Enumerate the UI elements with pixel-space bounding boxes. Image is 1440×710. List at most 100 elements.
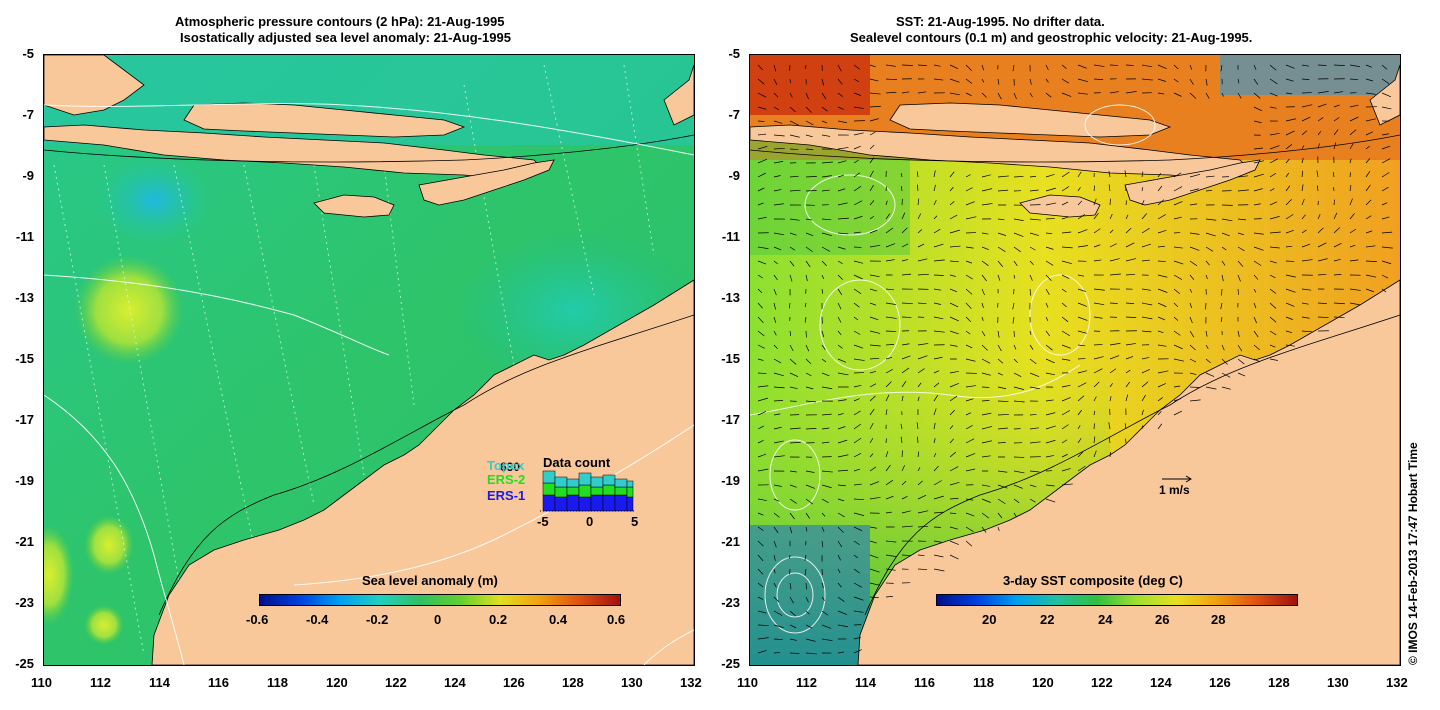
velocity-arrow [917, 302, 927, 305]
velocity-arrow [1077, 274, 1085, 277]
velocity-arrow [757, 358, 764, 361]
velocity-arrow [789, 274, 793, 282]
velocity-arrow [1141, 227, 1150, 234]
velocity-arrow [1109, 355, 1120, 360]
velocity-arrow [1253, 232, 1264, 235]
velocity-arrow [773, 426, 782, 430]
velocity-arrow [901, 395, 904, 402]
velocity-arrow [1301, 145, 1305, 150]
y-tick: -19 [15, 473, 34, 488]
velocity-arrow [1093, 228, 1101, 234]
velocity-arrow [773, 246, 782, 251]
velocity-arrow [885, 316, 897, 319]
velocity-arrow [1205, 92, 1210, 99]
velocity-arrow [885, 554, 897, 557]
velocity-arrow [965, 78, 973, 84]
velocity-arrow [805, 260, 811, 268]
velocity-arrow [1189, 246, 1200, 251]
velocity-arrow [1301, 288, 1312, 291]
velocity-arrow [981, 274, 987, 282]
velocity-arrow [997, 260, 1004, 268]
velocity-arrow [1061, 468, 1071, 472]
velocity-arrow [789, 372, 799, 378]
velocity-arrow [869, 408, 875, 416]
left-title-line1: Atmospheric pressure contours (2 hPa): 2… [175, 14, 505, 29]
velocity-arrow [789, 120, 799, 126]
velocity-arrow [1173, 216, 1182, 220]
velocity-arrow [789, 427, 801, 430]
velocity-arrow [1221, 92, 1224, 97]
velocity-arrow [821, 470, 833, 473]
velocity-arrow [869, 274, 880, 278]
velocity-arrow [1332, 171, 1335, 178]
velocity-arrow [1029, 484, 1037, 488]
velocity-arrow [789, 386, 798, 390]
velocity-arrow [1013, 400, 1025, 403]
velocity-arrow [1349, 198, 1353, 206]
y-tick: -13 [721, 290, 740, 305]
velocity-arrow [1301, 104, 1313, 108]
velocity-arrow [997, 218, 1005, 221]
velocity-arrow [869, 170, 874, 178]
velocity-arrow [933, 184, 936, 192]
velocity-arrow [981, 246, 989, 250]
velocity-arrow [1125, 302, 1135, 304]
velocity-arrow [773, 568, 776, 574]
velocity-arrow [1109, 302, 1118, 304]
velocity-arrow [917, 273, 929, 276]
velocity-arrow [1124, 423, 1127, 430]
velocity-arrow [1205, 260, 1210, 266]
left-colorbar-tick: -0.6 [246, 612, 269, 627]
velocity-arrow [1285, 118, 1296, 122]
velocity-arrow [981, 330, 986, 337]
velocity-arrow [1045, 260, 1054, 266]
velocity-arrow [1269, 78, 1278, 85]
velocity-arrow [837, 92, 843, 97]
velocity-arrow [837, 526, 844, 533]
velocity-arrow [1285, 199, 1292, 206]
legend-item-ers1: ERS-1 [487, 488, 526, 503]
velocity-arrow [869, 568, 880, 573]
left-map [43, 54, 695, 666]
velocity-arrow [965, 216, 977, 220]
velocity-arrow [773, 161, 784, 164]
velocity-arrow [1365, 260, 1377, 262]
velocity-arrow [1221, 372, 1231, 378]
velocity-arrow [805, 120, 814, 126]
velocity-arrow [1205, 246, 1214, 252]
velocity-arrow [965, 274, 973, 280]
velocity-arrow [965, 412, 972, 416]
velocity-arrow [757, 202, 764, 206]
velocity-arrow [789, 484, 797, 488]
velocity-arrow [1173, 260, 1184, 265]
velocity-arrow [1061, 330, 1070, 336]
velocity-arrow [1301, 157, 1304, 164]
velocity-arrow [933, 330, 945, 333]
velocity-arrow [821, 161, 833, 164]
velocity-arrow [1333, 142, 1337, 150]
velocity-arrow [1349, 116, 1359, 122]
velocity-arrow [1093, 316, 1103, 319]
velocity-arrow [981, 92, 987, 98]
velocity-arrow [965, 468, 976, 472]
velocity-arrow [773, 413, 781, 416]
velocity-arrow [805, 218, 813, 221]
velocity-arrow [1061, 201, 1069, 206]
velocity-arrow [933, 199, 937, 206]
velocity-arrow [1013, 484, 1023, 489]
velocity-arrow [1205, 175, 1215, 178]
velocity-arrow [757, 411, 767, 416]
velocity-arrow [1349, 158, 1352, 164]
velocity-arrow [1141, 200, 1145, 206]
velocity-arrow [901, 273, 912, 276]
velocity-arrow [789, 582, 792, 590]
x-tick: 112 [90, 675, 111, 690]
velocity-arrow [1141, 213, 1147, 220]
velocity-arrow [773, 175, 781, 178]
velocity-arrow [1157, 78, 1167, 82]
velocity-arrow [1189, 188, 1200, 192]
velocity-arrow [773, 372, 784, 377]
velocity-arrow [1381, 202, 1388, 206]
velocity-arrow [1189, 78, 1194, 85]
velocity-arrow [949, 497, 959, 500]
